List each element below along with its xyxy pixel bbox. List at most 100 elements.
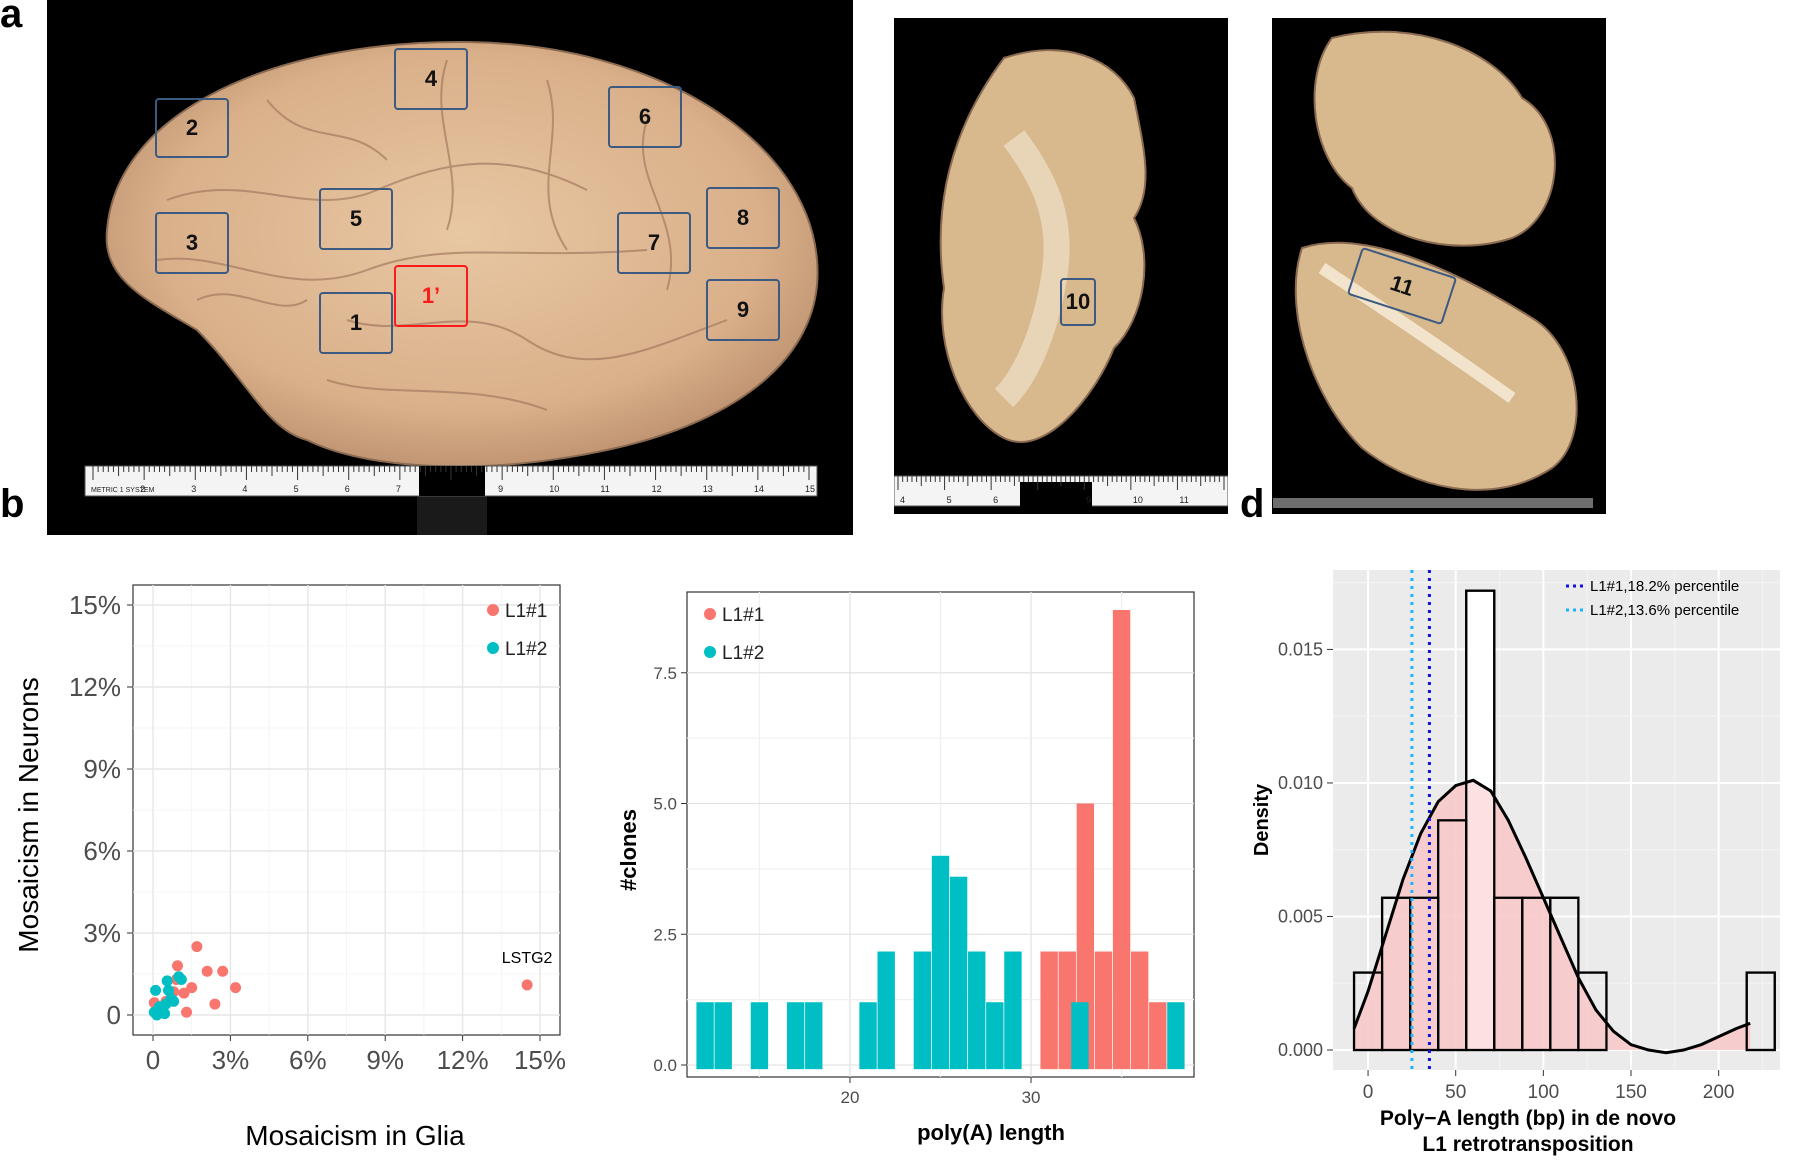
region-box: 2: [155, 98, 229, 158]
ruler-number: 6: [993, 495, 998, 505]
legend-marker: [704, 646, 716, 658]
bar-L1-1: [1149, 1002, 1167, 1070]
bar-L1-2: [859, 1002, 877, 1070]
x-tick-label: 6%: [289, 1045, 327, 1075]
x-tick-label: 30: [1022, 1088, 1041, 1107]
legend: L1#1,18.2% percentile L1#2,13.6% percenti…: [1566, 578, 1739, 619]
bar-L1-2: [714, 1002, 732, 1070]
ruler-number: 11: [600, 484, 609, 494]
region-box-label: 6: [638, 104, 652, 129]
bar-L1-1: [1112, 610, 1131, 1070]
data-point-L1-2: [175, 973, 187, 985]
bar-L1-1: [1040, 951, 1058, 1070]
region-box: 8: [706, 187, 780, 249]
y-tick-label: 15%: [69, 590, 121, 620]
brain-coronal-photo: 4 5 6 9 10 11 10: [894, 18, 1228, 514]
x-tick-label: 9%: [366, 1045, 404, 1075]
scatter-chart-mosaicism: 0 3% 6% 9% 12% 15% 0 3% 6% 9% 12% 15% Mosaicism in …: [13, 584, 566, 1151]
panel-letter-d: d: [1240, 482, 1265, 526]
cerebellum-drawing: [1273, 30, 1593, 508]
region-box-label: 1: [349, 310, 363, 335]
bar-chart-polya-clones: 20 300.02.55.07.5 poly(A) length #clones …: [616, 591, 1195, 1145]
density-curve: [1352, 778, 1751, 1055]
x-tick-label: 50: [1445, 1082, 1466, 1103]
x-axis-label: Poly−A length (bp) in de novo: [1380, 1107, 1676, 1130]
region-box-label: 5: [349, 206, 363, 231]
data-point-L1-1: [186, 982, 198, 994]
ruler-number: 5: [947, 495, 952, 505]
region-box-label: 7: [647, 230, 661, 255]
bar-L1-2: [786, 1002, 805, 1070]
x-tick-label: 15%: [514, 1045, 566, 1075]
y-tick-label: 3%: [83, 918, 121, 948]
brain-coronal-drawing: 4 5 6 9 10 11: [894, 49, 1228, 514]
region-box-label: 3: [185, 230, 199, 255]
data-point-L1-2: [150, 984, 162, 996]
bar-L1-2: [913, 951, 932, 1070]
data-point-L1-1: [181, 1006, 193, 1018]
ruler-ticks: 4 5 6 9 10 11: [897, 476, 1225, 505]
ruler-number: 12: [652, 484, 662, 494]
region-box: 5: [319, 188, 393, 250]
data-point-L1-1: [178, 987, 190, 999]
x-tick-label: 200: [1703, 1082, 1735, 1103]
legend-label: L1#1: [505, 601, 547, 622]
region-box-label: 8: [736, 205, 750, 230]
ruler-number: 4: [900, 495, 905, 505]
region-box: 7: [617, 212, 691, 274]
y-tick-label: 9%: [83, 754, 121, 784]
y-tick-label: 5.0: [653, 795, 677, 814]
y-tick-label: 0.0: [653, 1056, 677, 1075]
ruler-number: 7: [396, 484, 401, 494]
y-axis-label: #clones: [616, 809, 641, 891]
region-box-label: 11: [1387, 270, 1418, 302]
data-point-L1-2: [168, 995, 180, 1007]
x-tick-label: 20: [841, 1088, 860, 1107]
histogram-bar-outline: [1577, 971, 1608, 1052]
cerebellum-photo: 11: [1272, 18, 1606, 514]
legend-marker: [704, 608, 716, 620]
data-point-L1-1: [217, 965, 229, 977]
region-box-label: 4: [424, 66, 438, 91]
bars: [696, 610, 1185, 1070]
legend-label: L1#2: [505, 639, 547, 660]
legend: L1#1 L1#2: [704, 605, 764, 664]
ruler-number: 6: [345, 484, 350, 494]
region-box-highlighted: 1’: [394, 265, 468, 327]
histogram-bar-outline: [1745, 971, 1776, 1052]
data-point-L1-1: [172, 960, 184, 972]
axes: 20 30 0.0 2.5 5.0 7.5: [653, 664, 1040, 1107]
legend-label: L1#2: [722, 643, 764, 664]
ruler-number: 10: [549, 484, 559, 494]
data-point-L1-1: [209, 998, 221, 1010]
histogram-polya-density: 0 50 100 150 200 0.000 0.005 0.010 0.015 Poly−A …: [1251, 570, 1780, 1156]
y-tick-label: 7.5: [653, 664, 677, 683]
legend-marker: [487, 642, 499, 654]
panel-letter-b: b: [0, 482, 25, 526]
legend-label: L1#1: [722, 605, 764, 626]
y-tick-label: 0.010: [1278, 773, 1323, 793]
ruler-prefix: METRIC 1 SYSTEM: [91, 487, 155, 494]
data-point-L1-1: [230, 982, 242, 994]
bar-L1-1: [1094, 951, 1113, 1070]
x-tick-label: 12%: [437, 1045, 489, 1075]
y-tick-label: 0.015: [1278, 639, 1323, 659]
y-axis-label: Density: [1251, 783, 1273, 856]
y-tick-label: 12%: [69, 672, 121, 702]
bar-L1-1: [1130, 951, 1149, 1070]
region-box: 3: [155, 212, 229, 274]
x-axis-label-line2: L1 retrotransposition: [1422, 1133, 1633, 1156]
ruler-number: 10: [1133, 495, 1143, 505]
bar-L1-2: [696, 1002, 714, 1070]
axes: 0 3% 6% 9% 12% 15% 0 3% 6% 9% 12% 15%: [69, 590, 566, 1075]
ruler-number: 15: [805, 484, 815, 494]
region-box: 4: [394, 48, 468, 110]
bar-L1-2: [750, 1002, 769, 1070]
x-axis-label: poly(A) length: [917, 1120, 1065, 1145]
region-box-label: 2: [185, 115, 199, 140]
ruler-number: 9: [498, 484, 503, 494]
ruler-number: 11: [1179, 495, 1188, 505]
bar-L1-2: [986, 1002, 1004, 1070]
